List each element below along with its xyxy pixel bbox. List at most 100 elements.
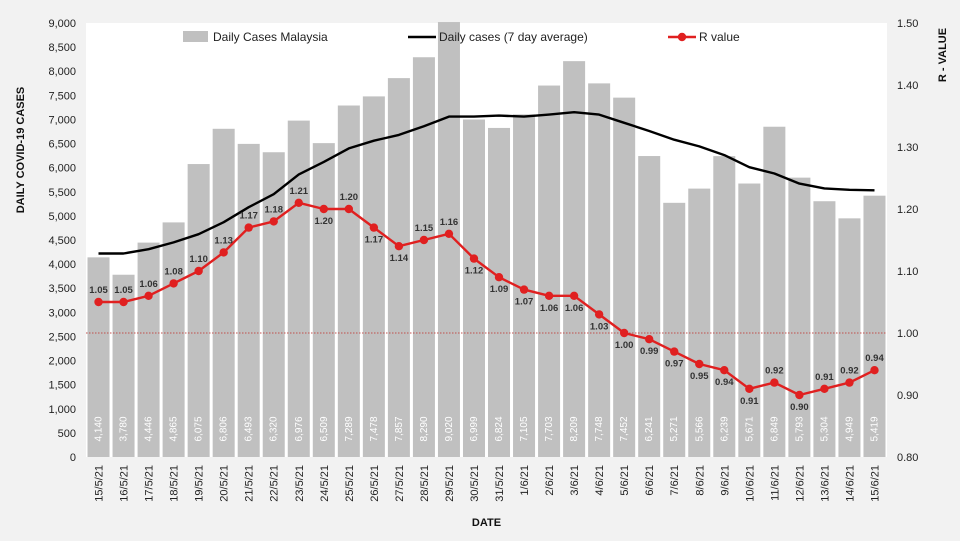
- x-tick-label-2: 17/5/21: [144, 465, 156, 502]
- r-value-label-0: 1.05: [89, 285, 108, 296]
- r-value-label-26: 0.91: [740, 396, 759, 407]
- r-value-point-0: [94, 297, 103, 307]
- bar-22: [638, 156, 661, 457]
- bar-value-label-30: 4,949: [844, 416, 855, 441]
- x-tick-label-12: 27/5/21: [394, 465, 406, 502]
- x-tick-label-13: 28/5/21: [419, 465, 431, 502]
- x-tick-label-7: 22/5/21: [269, 465, 281, 502]
- bar-value-label-27: 6,849: [769, 416, 780, 441]
- y-tick-label-3: 1,500: [48, 380, 76, 392]
- r-value-label-23: 0.97: [665, 359, 684, 370]
- x-tick-label-20: 4/6/21: [594, 465, 606, 496]
- x-tick-label-16: 31/5/21: [494, 465, 506, 502]
- x-tick-label-19: 3/6/21: [569, 465, 581, 496]
- x-tick-label-10: 25/5/21: [344, 465, 356, 502]
- x-tick-label-0: 15/5/21: [94, 465, 106, 502]
- bar-6: [237, 143, 260, 457]
- y2-tick-label-2: 1.00: [897, 328, 918, 340]
- bar-12: [387, 78, 410, 458]
- y-tick-label-0: 0: [70, 452, 76, 464]
- x-tick-label-24: 8/6/21: [694, 465, 706, 496]
- r-value-point-21: [619, 328, 629, 338]
- bar-value-label-28: 5,793: [794, 416, 805, 441]
- y-tick-label-16: 8,000: [48, 66, 76, 78]
- r-value-point-30: [845, 378, 854, 387]
- r-value-point-2: [144, 291, 153, 300]
- bar-value-label-21: 7,452: [619, 416, 630, 441]
- r-value-label-12: 1.14: [390, 253, 409, 264]
- r-value-point-3: [169, 279, 178, 288]
- y2-axis-title: R - VALUE: [937, 28, 949, 82]
- bar-value-label-14: 9,020: [444, 416, 455, 441]
- y-tick-label-14: 7,000: [48, 114, 76, 126]
- x-tick-label-22: 6/6/21: [644, 465, 656, 496]
- y-axis-title: DAILY COVID-19 CASES: [15, 87, 27, 214]
- bar-10: [337, 105, 360, 457]
- bar-14: [437, 22, 460, 458]
- r-value-label-30: 0.92: [840, 366, 859, 377]
- y-tick-label-9: 4,500: [48, 235, 76, 247]
- bar-16: [488, 127, 511, 458]
- bar-29: [813, 201, 836, 457]
- r-value-point-24: [695, 359, 704, 369]
- avg-line: [98, 110, 875, 255]
- y-tick-label-10: 5,000: [48, 211, 76, 223]
- r-value-label-2: 1.06: [139, 279, 158, 290]
- bar-value-label-20: 7,748: [594, 416, 605, 441]
- r-value-point-5: [219, 248, 228, 257]
- bar-value-label-6: 6,493: [244, 416, 255, 441]
- bar-value-label-24: 5,566: [694, 416, 705, 441]
- y-tick-label-17: 8,500: [48, 42, 76, 54]
- r-value-point-28: [795, 390, 804, 400]
- x-tick-label-31: 15/6/21: [869, 465, 881, 502]
- bar-value-label-12: 7,857: [394, 416, 405, 441]
- r-value-point-25: [720, 366, 729, 375]
- r-value-label-9: 1.20: [315, 216, 334, 227]
- y-tick-label-15: 7,500: [48, 90, 76, 102]
- bar-4: [187, 164, 210, 458]
- bar-26: [738, 183, 761, 457]
- y2-tick-label-7: 1.50: [897, 18, 918, 30]
- y-tick-label-6: 3,000: [48, 307, 76, 319]
- bar-value-label-13: 8,290: [419, 416, 430, 441]
- bar-31: [863, 195, 886, 457]
- r-value-label-16: 1.09: [490, 284, 509, 295]
- bar-23: [663, 202, 686, 457]
- r-value-label-22: 0.99: [640, 346, 659, 357]
- r-value-point-13: [419, 235, 429, 245]
- r-value-label-4: 1.10: [189, 254, 208, 265]
- r-value-label-1: 1.05: [114, 285, 133, 296]
- bar-25: [713, 156, 736, 458]
- legend-swatch-daily-cases: [183, 31, 208, 42]
- r-value-label-20: 1.03: [590, 321, 609, 332]
- y-tick-label-7: 3,500: [48, 283, 76, 295]
- bar-7: [262, 152, 285, 458]
- bar-value-label-26: 5,671: [744, 416, 755, 441]
- y-tick-label-8: 4,000: [48, 259, 76, 271]
- bar-value-label-2: 4,446: [144, 416, 155, 441]
- bar-value-label-31: 5,419: [869, 416, 880, 441]
- x-tick-label-9: 24/5/21: [319, 465, 331, 502]
- x-tick-label-25: 9/6/21: [719, 465, 731, 496]
- x-tick-label-6: 21/5/21: [244, 465, 256, 502]
- legend-label-avg: Daily cases (7 day average): [439, 30, 588, 44]
- r-value-label-21: 1.00: [615, 340, 634, 351]
- bar-0: [87, 257, 110, 457]
- r-value-point-15: [469, 254, 479, 263]
- x-tick-label-28: 12/6/21: [794, 465, 806, 502]
- bar-13: [412, 57, 435, 457]
- x-tick-label-14: 29/5/21: [444, 465, 456, 502]
- r-value-point-8: [294, 198, 303, 207]
- y2-tick-label-4: 1.20: [897, 204, 918, 216]
- bar-18: [538, 85, 561, 457]
- x-tick-label-18: 2/6/21: [544, 465, 556, 496]
- r-value-point-7: [269, 217, 278, 226]
- y2-tick-label-5: 1.30: [897, 142, 918, 154]
- bar-21: [613, 97, 636, 457]
- r-value-label-31: 0.94: [865, 353, 884, 364]
- y-tick-label-12: 6,000: [48, 163, 76, 175]
- bar-5: [212, 128, 235, 457]
- r-value-point-1: [119, 297, 128, 307]
- r-value-label-10: 1.20: [340, 192, 359, 203]
- r-value-label-28: 0.90: [790, 402, 809, 413]
